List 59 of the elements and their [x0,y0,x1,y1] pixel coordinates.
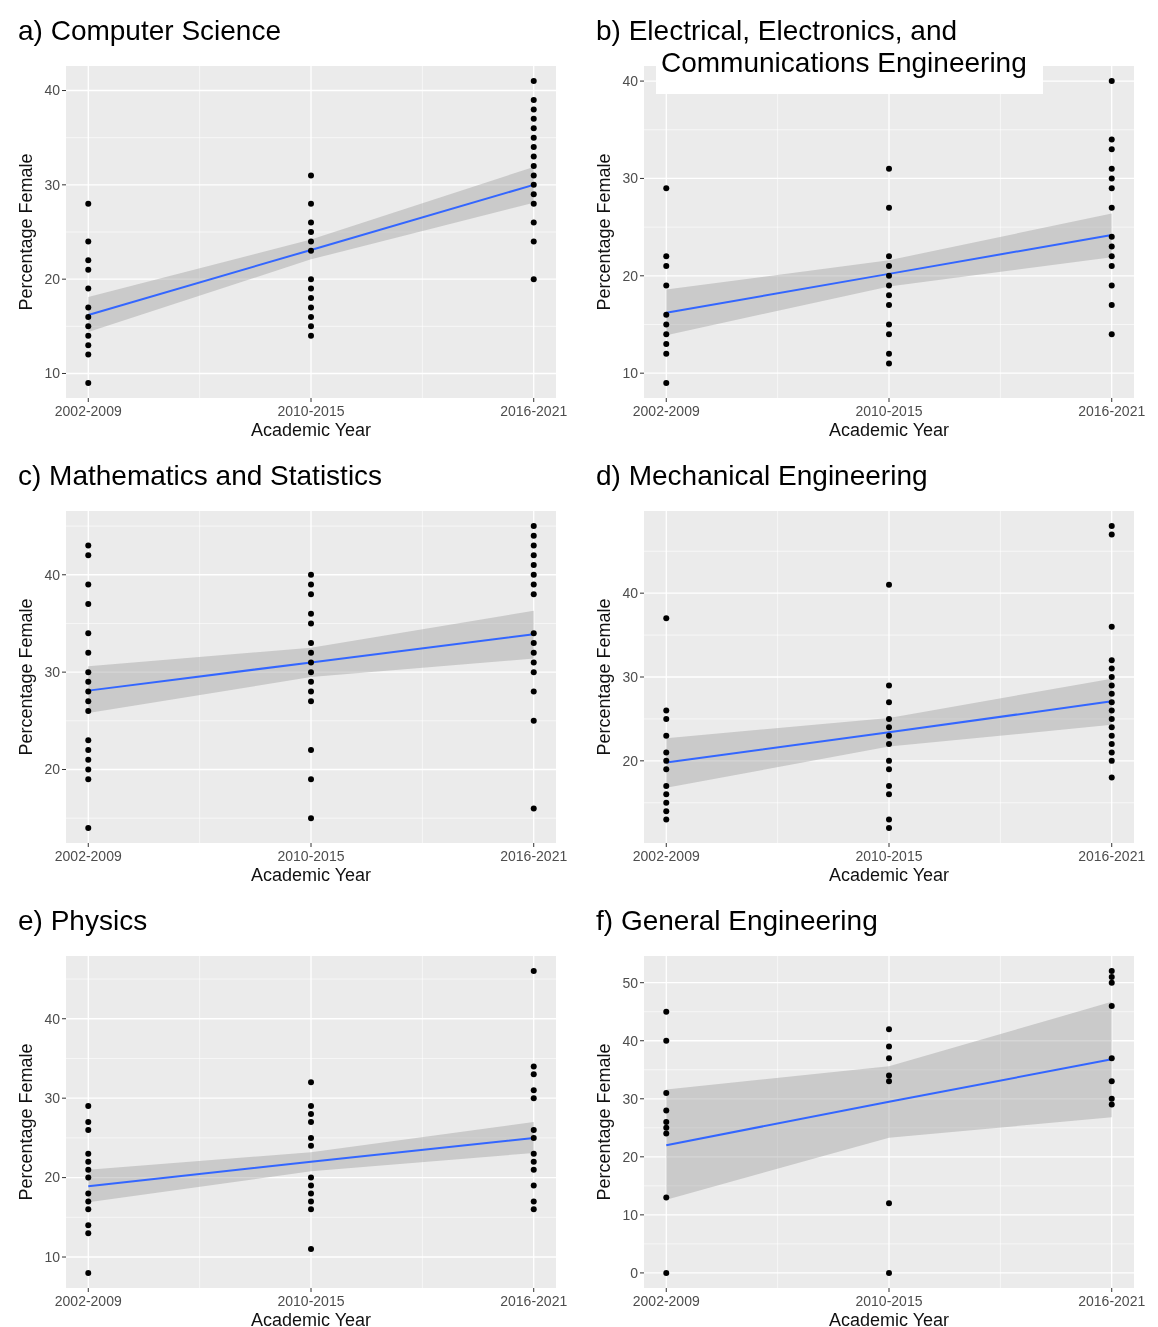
x-tick-label: 2016-2021 [1078,403,1146,419]
y-axis-title: Percentage Female [16,1043,36,1201]
x-tick-label: 2016-2021 [500,848,568,864]
y-tick-label: 40 [622,1032,639,1049]
chart-title: f) General Engineering [596,905,878,936]
y-tick-label: 20 [622,752,639,769]
x-tick-label: 2002-2009 [632,403,700,419]
y-axis-title: Percentage Female [594,1043,614,1201]
y-tick-label: 40 [44,82,61,99]
chart-title: e) Physics [18,905,148,936]
chart-title: c) Mathematics and Statistics [18,460,383,491]
y-tick-label: 30 [622,668,639,685]
x-tick-label: 2010-2015 [855,1293,923,1309]
y-tick-label: 40 [622,585,639,602]
y-tick-label: 40 [622,72,639,89]
y-tick-label: 10 [622,1206,639,1223]
x-tick-label: 2010-2015 [855,403,923,419]
y-tick-label: 30 [622,1090,639,1107]
x-axis-title: Academic Year [828,865,950,885]
x-tick-label: 2002-2009 [632,848,700,864]
x-tick-label: 2016-2021 [1078,848,1146,864]
y-tick-label: 10 [44,1248,61,1265]
x-axis-title: Academic Year [250,865,372,885]
y-axis-title: Percentage Female [594,153,614,311]
x-tick-label: 2016-2021 [1078,1293,1146,1309]
x-axis-title: Academic Year [828,420,950,440]
x-tick-label: 2002-2009 [632,1293,700,1309]
y-tick-label: 30 [44,1090,61,1107]
y-tick-label: 20 [622,1148,639,1165]
x-tick-label: 2010-2015 [277,1293,345,1309]
x-axis-title: Academic Year [250,420,372,440]
chart-title: a) Computer Science [18,15,282,46]
x-tick-label: 2002-2009 [54,403,122,419]
y-tick-label: 30 [44,664,61,681]
y-tick-label: 20 [44,1169,61,1186]
y-tick-label: 10 [622,365,639,382]
x-tick-label: 2010-2015 [855,848,923,864]
y-tick-label: 10 [44,365,61,382]
y-tick-label: 30 [44,176,61,193]
y-axis-title: Percentage Female [594,598,614,756]
chart-title: d) Mechanical Engineering [596,460,928,491]
x-axis-title: Academic Year [250,1310,372,1327]
y-tick-label: 40 [44,566,61,583]
y-axis-title: Percentage Female [16,598,36,756]
y-tick-label: 20 [622,267,639,284]
x-tick-label: 2016-2021 [500,403,568,419]
y-tick-label: 20 [44,761,61,778]
y-tick-label: 40 [44,1010,61,1027]
y-tick-label: 0 [630,1264,639,1281]
x-tick-label: 2016-2021 [500,1293,568,1309]
x-tick-label: 2010-2015 [277,403,345,419]
x-tick-label: 2010-2015 [277,848,345,864]
x-axis-title: Academic Year [828,1310,950,1327]
y-tick-label: 20 [44,271,61,288]
x-tick-label: 2002-2009 [54,1293,122,1309]
y-tick-label: 30 [622,170,639,187]
y-tick-label: 50 [622,974,639,991]
x-tick-label: 2002-2009 [54,848,122,864]
y-axis-title: Percentage Female [16,153,36,311]
